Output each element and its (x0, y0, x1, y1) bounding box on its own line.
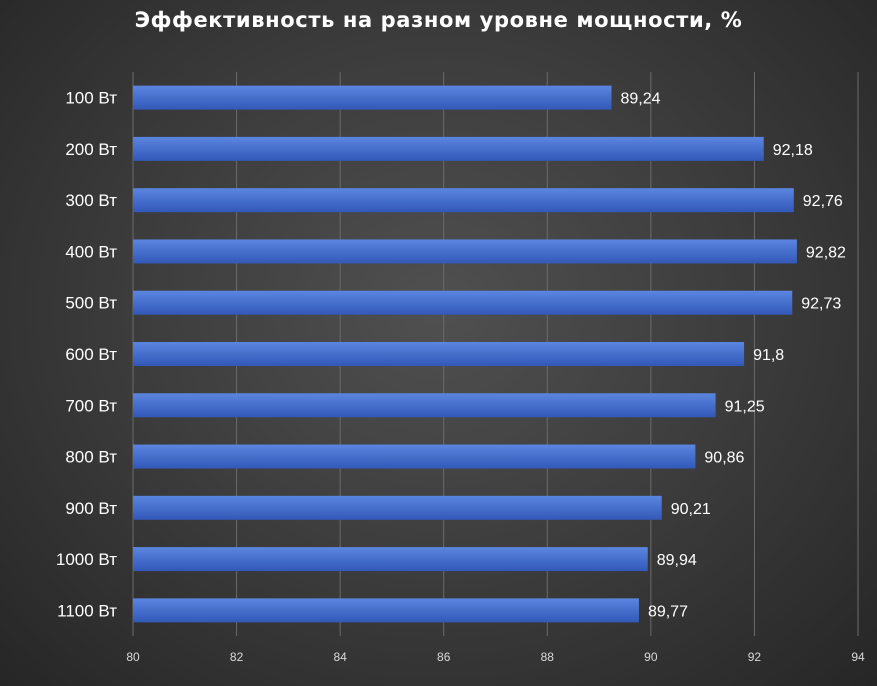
bar-300-Вт (133, 188, 794, 213)
category-label: 1100 Вт (57, 601, 117, 620)
data-label: 92,76 (803, 193, 843, 210)
category-label: 600 Вт (65, 345, 117, 364)
bar-900-Вт (133, 495, 662, 520)
category-label: 1000 Вт (56, 550, 117, 569)
bar-400-Вт (133, 239, 797, 264)
bar-100-Вт (133, 85, 612, 110)
bar-700-Вт (133, 393, 716, 418)
category-label: 100 Вт (65, 89, 117, 108)
data-label: 89,77 (648, 603, 688, 620)
labels: 80 82 84 86 88 90 92 94 100 Вт 89,24 200 Вт 92,18 30… (56, 89, 865, 664)
category-label: 200 Вт (65, 140, 117, 159)
data-label: 89,94 (657, 552, 697, 569)
category-label: 400 Вт (65, 242, 117, 261)
x-tick-label: 90 (644, 650, 658, 664)
bar-500-Вт (133, 290, 793, 315)
x-tick-label: 86 (437, 650, 451, 664)
x-tick-label: 84 (333, 650, 347, 664)
data-label: 92,73 (801, 296, 841, 313)
bar-200-Вт (133, 136, 764, 161)
category-label: 900 Вт (65, 499, 117, 518)
chart-title: Эффективность на разном уровне мощности,… (134, 8, 743, 32)
category-label: 700 Вт (65, 396, 117, 415)
data-label: 92,82 (806, 244, 846, 261)
bar-800-Вт (133, 444, 696, 469)
data-label: 91,25 (725, 398, 765, 415)
category-label: 300 Вт (65, 191, 117, 210)
category-label: 800 Вт (65, 448, 117, 467)
x-tick-label: 94 (851, 650, 865, 664)
x-tick-label: 92 (748, 650, 762, 664)
data-label: 92,18 (773, 142, 813, 159)
x-tick-label: 80 (126, 650, 140, 664)
bars (133, 85, 797, 623)
data-label: 90,21 (671, 501, 711, 518)
data-label: 90,86 (704, 450, 744, 467)
x-tick-label: 82 (230, 650, 244, 664)
data-label: 91,8 (753, 347, 784, 364)
bar-1100-Вт (133, 598, 639, 623)
bar-1000-Вт (133, 547, 648, 572)
bar-600-Вт (133, 342, 745, 366)
x-tick-label: 88 (541, 650, 555, 664)
data-label: 89,24 (621, 91, 661, 108)
category-label: 500 Вт (65, 294, 117, 313)
